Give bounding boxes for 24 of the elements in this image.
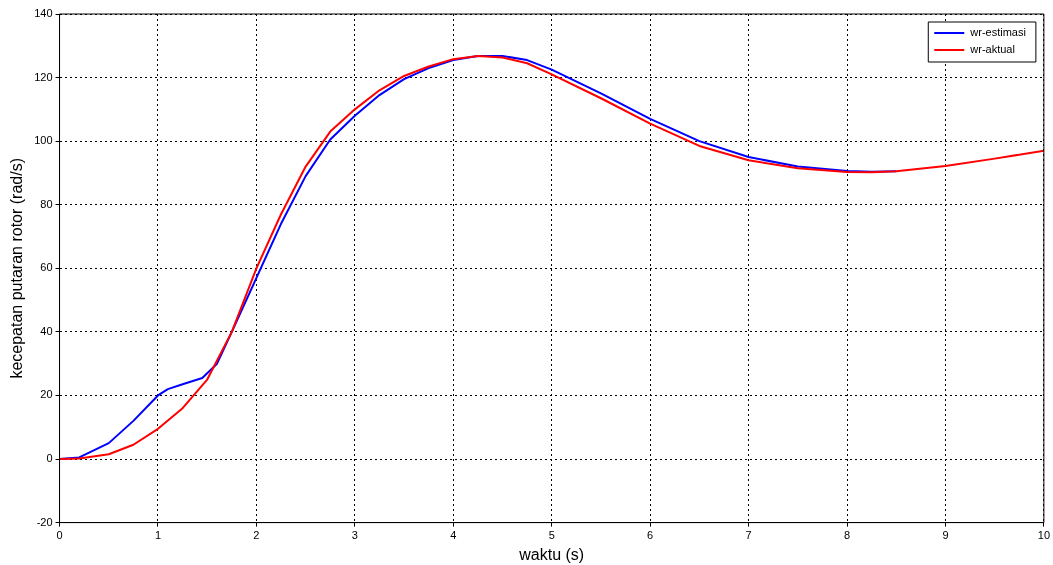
x-tick-label: 4 (450, 529, 457, 542)
x-tick-label: 1 (154, 529, 162, 542)
y-tick-label: 100 (34, 134, 53, 147)
y-axis-title: kecepatan putaran rotor (rad/s) (8, 158, 26, 379)
x-tick-label: 0 (56, 529, 63, 542)
y-tick-label: 0 (46, 452, 53, 465)
legend-label: wr-estimasi (969, 26, 1026, 39)
y-tick-label: -20 (36, 515, 53, 528)
legend-label: wr-aktual (969, 43, 1015, 56)
x-tick-label: 5 (548, 529, 555, 542)
x-tick-label: 8 (843, 529, 851, 542)
x-tick-label: 9 (942, 529, 949, 542)
x-tick-label: 3 (351, 529, 358, 542)
y-tick-label: 20 (40, 388, 53, 401)
y-tick-label: 60 (40, 261, 53, 274)
x-tick-label: 6 (647, 529, 654, 542)
y-tick-label: 120 (34, 70, 53, 83)
x-tick-label: 10 (1037, 529, 1051, 542)
y-tick-label: 80 (40, 197, 53, 210)
x-tick-label: 2 (253, 529, 260, 542)
x-tick-label: 7 (745, 529, 752, 542)
y-tick-label: 40 (40, 324, 53, 337)
x-axis-title: waktu (s) (518, 545, 585, 563)
y-tick-label: 140 (34, 7, 53, 20)
